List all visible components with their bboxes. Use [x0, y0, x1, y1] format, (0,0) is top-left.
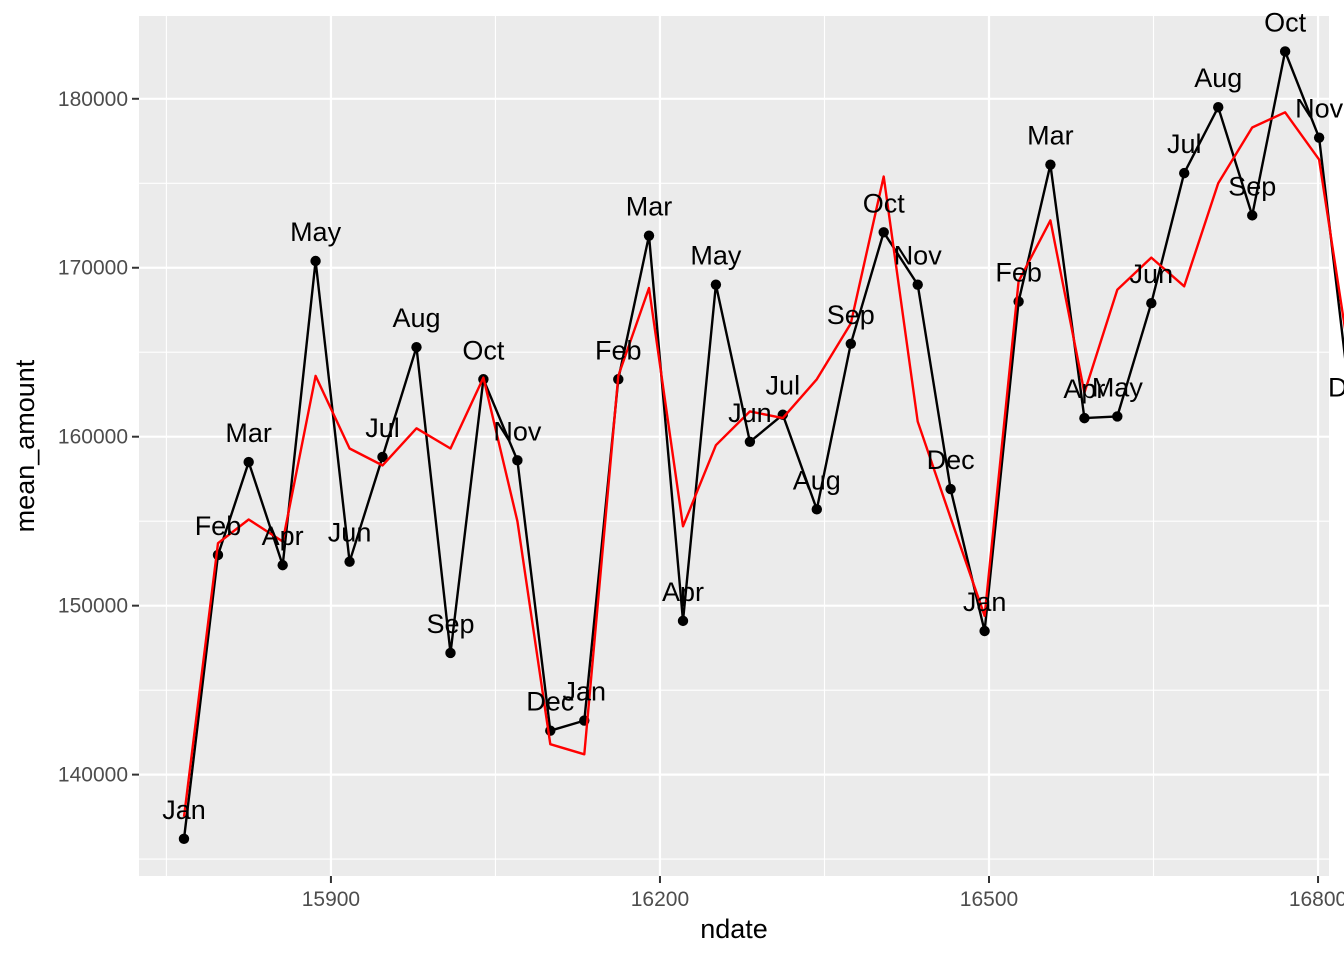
- point-label: Sep: [827, 300, 875, 330]
- x-tick-label: 15900: [302, 888, 360, 911]
- data-point: [512, 455, 523, 466]
- point-label: Apr: [262, 521, 304, 551]
- point-label: Sep: [426, 609, 474, 639]
- data-point: [677, 615, 689, 627]
- data-point: [310, 255, 321, 267]
- data-point: [377, 451, 388, 463]
- point-label: Sep: [1228, 171, 1276, 201]
- major-gridlines: [139, 16, 1329, 876]
- point-label: Aug: [1194, 63, 1242, 93]
- panel-background: [139, 16, 1329, 876]
- point-labels: JanFebMarAprMayJunJulAugSepOctNovDecJanF…: [162, 7, 1344, 824]
- y-tick-label: 180000: [58, 88, 128, 111]
- data-point: [411, 341, 422, 353]
- data-point: [1247, 210, 1258, 221]
- x-tick-label: 16800: [1289, 888, 1344, 911]
- point-label: Jul: [1167, 129, 1202, 159]
- point-label: Aug: [793, 465, 841, 495]
- data-point: [1112, 411, 1123, 422]
- data-point: [1213, 102, 1224, 113]
- minor-gridlines: [139, 16, 1329, 876]
- point-label: Dec: [526, 687, 574, 717]
- point-label: Mar: [626, 192, 673, 222]
- point-label: Jun: [328, 518, 372, 548]
- data-point: [643, 230, 655, 241]
- data-point: [243, 456, 254, 468]
- point-label: Jan: [563, 677, 607, 707]
- point-label: Jul: [365, 413, 400, 443]
- point-label: Nov: [1295, 94, 1344, 124]
- point-label: Jul: [766, 371, 801, 401]
- point-label: Mar: [1027, 121, 1074, 151]
- data-point: [1045, 159, 1056, 170]
- x-tick-label: 16500: [960, 888, 1018, 911]
- point-label: Mar: [225, 418, 272, 448]
- data-point: [1079, 412, 1090, 424]
- data-point: [178, 833, 190, 845]
- point-label: Feb: [995, 258, 1042, 288]
- axis-ticks: 15900 16200 16500 16800 140000 150000 160000 17…: [58, 88, 1344, 911]
- point-label: Dec: [1328, 372, 1344, 402]
- point-label: Apr: [662, 577, 704, 607]
- series-layer: [178, 46, 1344, 845]
- point-label: Feb: [195, 511, 242, 541]
- point-label: Dec: [927, 445, 975, 475]
- series-line-black: [182, 50, 1344, 839]
- data-point: [344, 556, 355, 567]
- x-axis-title: ndate: [700, 914, 768, 944]
- point-label: Jun: [728, 398, 772, 428]
- point-label: Oct: [462, 335, 505, 365]
- point-label: May: [690, 241, 742, 271]
- data-point: [1313, 132, 1325, 143]
- data-point: [811, 504, 823, 515]
- data-point: [912, 279, 923, 290]
- point-label: Jan: [963, 587, 1007, 617]
- data-point: [845, 338, 857, 349]
- data-point: [445, 647, 456, 659]
- point-label: Apr: [1063, 374, 1105, 404]
- data-point: [277, 559, 288, 571]
- point-label: Aug: [392, 303, 440, 333]
- point-label: May: [1092, 372, 1144, 402]
- y-axis-title: mean_amount: [10, 359, 40, 532]
- point-label: Feb: [595, 335, 642, 365]
- point-label: Jun: [1130, 259, 1174, 289]
- data-point: [1179, 167, 1190, 179]
- data-point: [979, 625, 990, 637]
- data-point: [945, 483, 956, 495]
- data-point: [878, 227, 889, 238]
- point-label: May: [290, 217, 342, 247]
- x-tick-label: 16200: [631, 888, 689, 911]
- y-tick-label: 150000: [58, 595, 128, 618]
- y-tick-label: 160000: [58, 426, 128, 449]
- point-label: Oct: [1264, 7, 1307, 37]
- data-point: [1279, 46, 1291, 57]
- y-tick-label: 140000: [58, 764, 128, 787]
- point-label: Nov: [894, 241, 943, 271]
- data-point: [744, 436, 756, 447]
- point-label: Jan: [162, 795, 206, 825]
- y-tick-label: 170000: [58, 257, 128, 280]
- data-point: [1146, 298, 1157, 309]
- point-label: Nov: [493, 416, 542, 446]
- data-point: [710, 279, 722, 290]
- point-label: Oct: [863, 188, 906, 218]
- series-line-red: [182, 111, 1344, 818]
